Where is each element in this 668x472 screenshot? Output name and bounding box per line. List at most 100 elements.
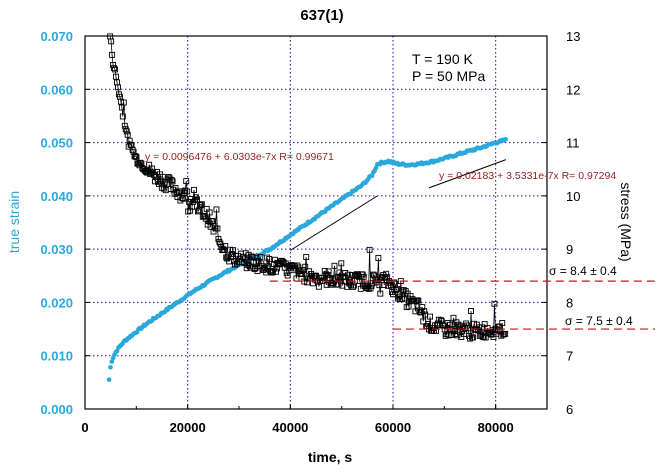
fit-label-2: y = 0.02183 + 3.5331e-7x R= 0.97294 <box>439 170 616 182</box>
stress-point <box>214 225 221 232</box>
stress-point <box>424 323 431 330</box>
stress-point <box>415 297 422 304</box>
stress-point <box>184 188 191 195</box>
stress-point <box>394 295 401 302</box>
x-tick-label: 20000 <box>170 420 206 435</box>
stress-point <box>222 243 229 249</box>
fit-lines <box>290 159 507 251</box>
stress-point <box>220 246 227 253</box>
ticks: 0 20000 40000 60000 80000 0.000 0.010 0.020 0.03… <box>40 29 580 435</box>
strain-series <box>106 136 508 383</box>
stress-point <box>360 273 367 280</box>
stress-point <box>284 272 291 279</box>
stress-point <box>229 251 236 258</box>
stress-point <box>350 283 356 290</box>
stress-point <box>391 279 397 286</box>
stress-point <box>400 287 407 293</box>
stress-point <box>468 308 474 314</box>
stress-point <box>413 298 420 305</box>
stress-point <box>331 262 338 269</box>
y-left-axis-label: true strain <box>6 191 22 253</box>
stress-point <box>138 160 145 167</box>
stress-point <box>465 325 472 332</box>
y-right-tick-label: 9 <box>566 242 573 257</box>
stress-point <box>124 131 131 138</box>
stress-point <box>432 327 439 334</box>
stress-point <box>221 247 228 254</box>
y-right-tick-label: 7 <box>566 349 573 364</box>
temperature-note: T = 190 K <box>412 51 474 67</box>
stress-point <box>168 177 175 183</box>
y-right-tick-label: 8 <box>566 295 573 310</box>
stress-point <box>120 99 127 106</box>
x-tick-label: 60000 <box>375 420 411 435</box>
stress-point <box>383 270 390 277</box>
stress-point <box>132 153 139 160</box>
stress-point <box>149 165 156 172</box>
stress-point <box>303 254 310 260</box>
stress-point <box>300 267 307 274</box>
stress-point <box>249 254 256 261</box>
stress-point <box>109 51 116 58</box>
stress-point <box>121 122 128 129</box>
stress-point <box>419 304 426 311</box>
fit-label-1: y = 0.0096476 + 6.0303e-7x R= 0.99671 <box>145 151 334 163</box>
stress-point <box>427 313 434 320</box>
stress-point <box>327 281 334 288</box>
y-right-tick-label: 6 <box>566 402 573 417</box>
stress-point <box>253 254 260 261</box>
stress-point <box>452 331 459 337</box>
stress-point <box>500 331 507 338</box>
sigma-label-2: σ = 7.5 ± 0.4 <box>565 314 633 328</box>
y-right-axis-label: stress (MPa) <box>618 182 634 261</box>
stress-point <box>185 208 192 215</box>
stress-point <box>491 300 498 307</box>
stress-point <box>302 263 309 270</box>
stress-point <box>315 283 322 290</box>
strain-point <box>369 173 375 179</box>
stress-point <box>198 201 205 208</box>
stress-levels <box>269 280 655 330</box>
stress-point <box>403 304 410 311</box>
stress-point <box>119 113 126 120</box>
strain-point <box>109 359 115 364</box>
stress-series <box>107 33 509 342</box>
stress-point <box>378 273 385 280</box>
stress-point <box>169 178 176 185</box>
grid <box>85 36 547 409</box>
stress-point <box>182 187 189 194</box>
stress-point <box>454 332 461 339</box>
stress-point <box>113 73 119 80</box>
fit-line <box>428 159 507 189</box>
fit-line <box>290 195 378 251</box>
y-right-tick-label: 12 <box>566 82 580 97</box>
stress-point <box>183 178 190 185</box>
stress-point <box>257 254 264 261</box>
stress-point <box>123 128 130 135</box>
y-left-tick-label: 0.030 <box>40 242 73 257</box>
stress-point <box>111 65 118 72</box>
stress-point <box>206 209 213 216</box>
stress-point <box>264 254 271 261</box>
stress-point <box>335 281 342 288</box>
stress-point <box>269 269 276 276</box>
y-right-tick-label: 11 <box>566 136 580 151</box>
x-tick-label: 40000 <box>272 420 308 435</box>
x-tick-label: 0 <box>81 420 88 435</box>
stress-point <box>325 268 332 275</box>
stress-point <box>266 256 273 262</box>
stress-point <box>375 255 382 262</box>
stress-point <box>230 247 236 254</box>
stress-point <box>194 208 201 215</box>
stress-point <box>338 260 345 267</box>
x-axis-label: time, s <box>308 449 353 465</box>
stress-point <box>129 146 136 153</box>
stress-point <box>499 320 506 326</box>
stress-point <box>381 281 388 288</box>
pressure-note: P = 50 MPa <box>412 68 486 84</box>
y-left-tick-label: 0.040 <box>40 189 73 204</box>
y-left-tick-label: 0.060 <box>40 82 73 97</box>
stress-point <box>299 271 306 277</box>
plot-frame <box>84 35 548 410</box>
